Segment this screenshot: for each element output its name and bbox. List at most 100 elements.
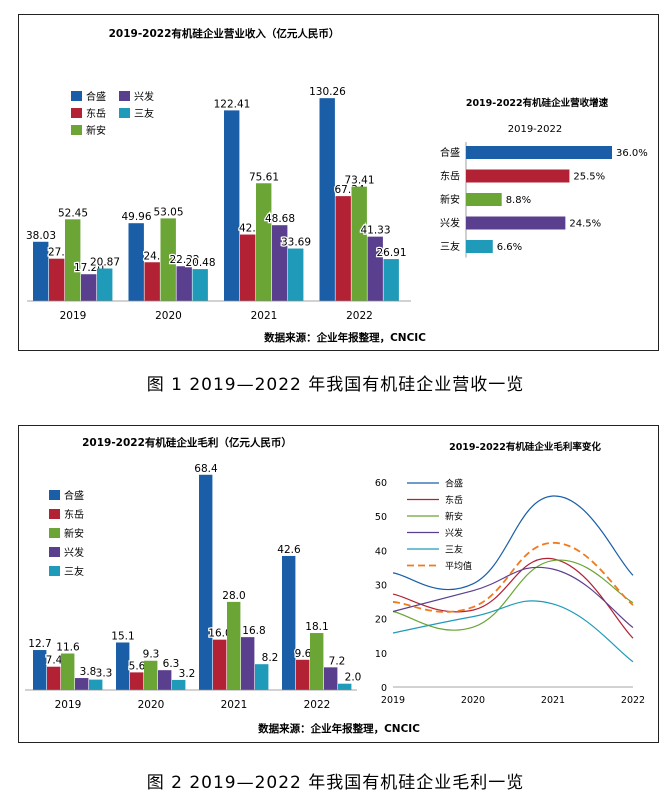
legend-label-新安: 新安 [86,124,106,137]
data-label: 122.41 [214,98,251,110]
data-label: 20.87 [90,257,120,269]
bar-三友-2022 [338,683,352,690]
data-label: 8.2 [262,652,279,664]
data-label: 73.41 [344,175,374,187]
legend-swatch-合盛 [49,490,60,500]
hbar-合盛 [466,146,612,159]
data-label: 7.4 [46,655,63,667]
data-label: 36.0% [616,148,648,159]
series-line-合盛 [392,495,634,591]
bar-兴发-2021 [272,225,288,301]
bar-三友-2020 [192,269,208,301]
x-tick-label: 2022 [346,310,373,322]
data-label: 9.3 [143,649,160,661]
bar-兴发-2019 [81,274,97,301]
series-line-新安 [392,559,634,631]
data-label: 33.69 [281,237,311,249]
bar-兴发-2022 [324,667,338,690]
bar-新安-2022 [310,633,324,690]
bar-兴发-2020 [176,266,192,301]
hbar-兴发 [466,216,566,230]
x-tick-label: 2020 [138,699,165,711]
data-label: 52.45 [58,207,88,219]
gross-profit-figure-panel: 2019-2022有机硅企业毛利（亿元人民币） 12.7 15.1 68.4 42.6 7… [18,425,659,743]
legend-label-东岳: 东岳 [64,508,84,521]
data-label: 6.6% [497,242,522,253]
bar-兴发-2019 [75,678,89,690]
data-label: 75.61 [249,171,279,183]
data-label: 12.7 [28,638,51,650]
legend-label-合盛: 合盛 [64,489,84,502]
chart-title: 2019-2022有机硅企业营收增速 [466,97,609,109]
data-label: 49.96 [121,211,151,223]
data-label: 16.0 [208,628,231,640]
bar-合盛-2019 [33,650,47,690]
chart-title: 2019-2022有机硅企业毛利率变化 [449,441,601,453]
revenue-figure-panel: 2019-2022有机硅企业营业收入（亿元人民币） 38.03 49.96 122.4… [18,14,659,351]
bar-合盛-2022 [319,98,335,302]
bar-新安-2021 [227,601,241,690]
bar-东岳-2022 [335,196,351,301]
legend-label-三友: 三友 [64,565,84,578]
y-tick-label: 0 [381,683,387,694]
gross-profit-charts: 2019-2022有机硅企业毛利（亿元人民币） 12.7 15.1 68.4 42.6 7… [25,436,645,735]
legend-label-兴发: 兴发 [64,546,84,559]
data-label: 28.0 [222,590,245,602]
y-tick-label: 东岳 [440,170,460,183]
legend-swatch-东岳 [71,108,82,118]
legend-swatch-三友 [49,566,60,576]
legend-label-平均值: 平均值 [445,560,472,572]
legend-swatch-新安 [49,528,60,538]
bar-新安-2019 [61,653,75,690]
legend-swatch-三友 [119,108,130,118]
data-label: 7.2 [329,655,346,667]
data-label: 15.1 [111,630,134,642]
y-tick-label: 三友 [440,240,460,253]
legend-label-东岳: 东岳 [445,494,463,506]
source-note: 数据来源：企业年报整理，CNCIC [263,331,426,344]
legend-label-新安: 新安 [445,511,463,523]
data-label: 68.4 [194,463,218,475]
x-tick-label: 2019 [55,699,82,711]
data-label: 41.33 [360,225,390,237]
bar-合盛-2022 [282,555,296,690]
data-label: 3.2 [179,668,196,680]
chart-title: 2019-2022有机硅企业毛利（亿元人民币） [82,436,292,449]
data-label: 25.5% [573,172,605,183]
data-label: 42.6 [277,544,301,556]
bar-东岳-2020 [144,262,160,301]
data-label: 24.5% [569,219,601,230]
legend-swatch-合盛 [71,91,82,101]
y-tick-label: 60 [375,478,387,489]
x-tick-label: 2019 [60,310,87,322]
data-label: 11.6 [56,641,80,653]
data-label: 22.32 [169,254,199,266]
x-tick-label: 2021 [541,695,565,706]
y-tick-label: 合盛 [440,146,460,159]
y-tick-label: 兴发 [440,217,460,230]
series-line-东岳 [392,557,634,639]
data-label: 5.6 [129,660,146,672]
bar-新安-2020 [160,218,176,301]
bar-东岳-2021 [240,234,256,301]
bar-三友-2019 [89,679,103,690]
data-label: 16.8 [242,625,265,637]
legend-swatch-兴发 [119,91,130,101]
bar-合盛-2020 [116,642,130,690]
bar-三友-2021 [288,248,304,301]
figure1-caption: 图 1 2019—2022 年我国有机硅企业营收一览 [146,375,525,395]
legend-swatch-兴发 [49,547,60,557]
series-line-平均值 [392,541,634,613]
data-label: 20.48 [185,257,215,269]
bar-合盛-2021 [199,474,213,690]
legend-label-三友: 三友 [134,107,154,120]
bar-东岳-2022 [296,659,310,690]
bar-东岳-2021 [213,639,227,690]
x-tick-label: 2020 [461,695,485,706]
bar-兴发-2022 [367,236,383,301]
bar-新安-2022 [351,186,367,301]
y-tick-label: 40 [375,546,387,557]
x-tick-label: 2019 [381,695,405,706]
legend-label-三友: 三友 [445,544,463,556]
bar-合盛-2019 [33,241,49,301]
